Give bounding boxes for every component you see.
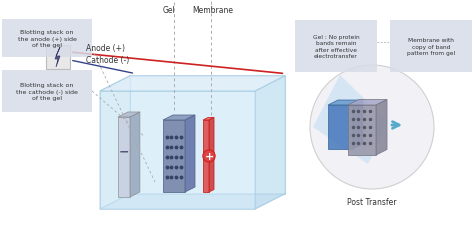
FancyBboxPatch shape	[295, 21, 377, 73]
Polygon shape	[348, 100, 387, 106]
Text: Cathode (-): Cathode (-)	[86, 55, 129, 64]
Polygon shape	[100, 76, 285, 92]
Text: Blotting stack on
the anode (+) side
of the gel: Blotting stack on the anode (+) side of …	[18, 30, 76, 48]
Polygon shape	[255, 76, 285, 209]
Polygon shape	[376, 100, 387, 155]
Polygon shape	[328, 106, 353, 149]
Polygon shape	[100, 76, 130, 209]
FancyBboxPatch shape	[46, 46, 70, 70]
Text: Anode (+): Anode (+)	[86, 43, 125, 52]
Polygon shape	[118, 118, 130, 197]
Text: Membrane: Membrane	[192, 6, 234, 15]
FancyBboxPatch shape	[2, 71, 92, 113]
Polygon shape	[185, 116, 195, 192]
FancyBboxPatch shape	[2, 20, 92, 58]
Text: +: +	[204, 151, 214, 161]
Text: −: −	[119, 145, 129, 158]
Polygon shape	[353, 101, 363, 149]
Polygon shape	[130, 112, 140, 197]
Polygon shape	[328, 101, 363, 106]
Polygon shape	[203, 121, 209, 192]
Text: Membrane with
copy of band
pattern from gel: Membrane with copy of band pattern from …	[407, 38, 455, 56]
FancyBboxPatch shape	[390, 21, 472, 73]
Polygon shape	[118, 112, 140, 118]
Text: Gel: Gel	[163, 6, 175, 15]
Polygon shape	[203, 118, 214, 121]
Text: Post Transfer: Post Transfer	[347, 197, 397, 206]
Polygon shape	[209, 118, 214, 192]
Circle shape	[310, 66, 434, 189]
Polygon shape	[55, 48, 60, 68]
Text: Gel : No protein
bands remain
after effective
electrotransfer: Gel : No protein bands remain after effe…	[313, 35, 359, 59]
Polygon shape	[100, 194, 285, 209]
Polygon shape	[100, 92, 255, 209]
Polygon shape	[163, 121, 185, 192]
Polygon shape	[348, 106, 376, 155]
Polygon shape	[130, 76, 285, 194]
Text: Blotting stack on
the cathode (-) side
of the gel: Blotting stack on the cathode (-) side o…	[16, 83, 78, 101]
Polygon shape	[163, 116, 195, 121]
Polygon shape	[313, 76, 388, 164]
